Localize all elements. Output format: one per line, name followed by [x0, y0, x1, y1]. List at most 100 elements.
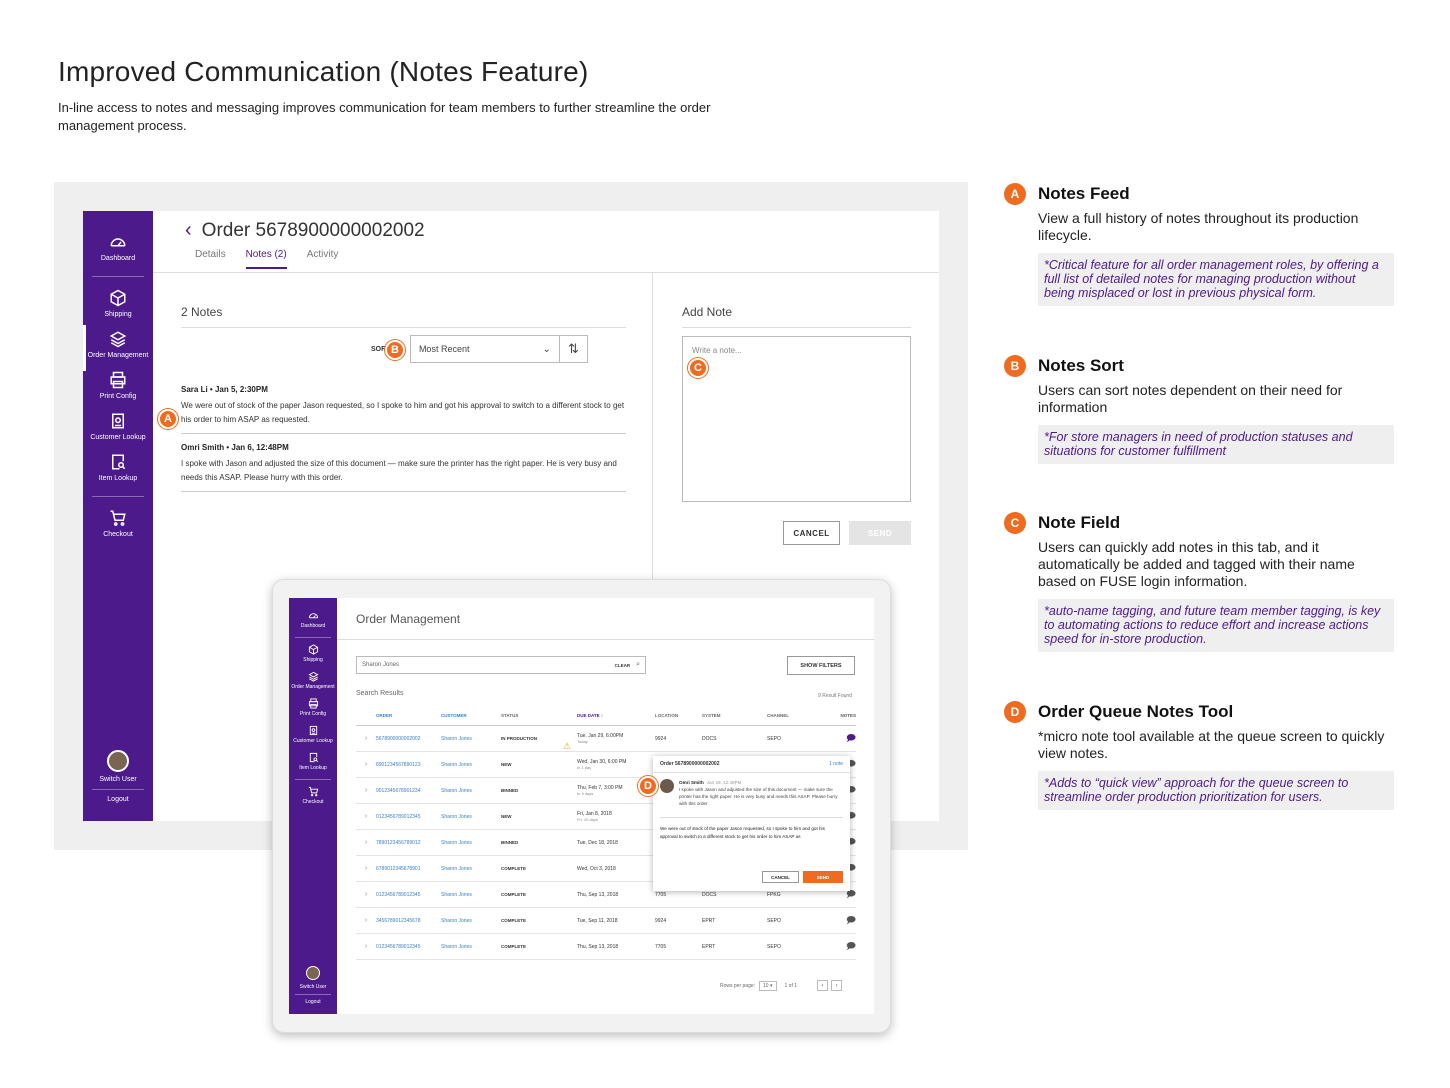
sidebar-item-shipping[interactable]: Shipping: [83, 289, 153, 319]
order-link[interactable]: 6789012345678901: [376, 865, 421, 872]
popover-title: Order 5678900000002002: [660, 761, 720, 767]
send-button[interactable]: SEND: [849, 521, 911, 545]
sidebar-item-checkout[interactable]: Checkout: [83, 509, 153, 539]
sidebar-item-print-config[interactable]: Print Config: [83, 371, 153, 401]
next-page-button[interactable]: ›: [831, 980, 843, 991]
col-system[interactable]: SYSTEM: [702, 713, 721, 718]
show-filters-button[interactable]: SHOW FILTERS: [787, 656, 855, 675]
expand-chevron-icon[interactable]: ›: [364, 735, 368, 742]
logout-link[interactable]: Logout: [305, 999, 321, 1005]
note-textarea[interactable]: Write a note...: [682, 336, 911, 502]
customer-link[interactable]: Sharon Jones: [441, 735, 472, 742]
col-notes[interactable]: NOTES: [840, 713, 856, 718]
logout-link[interactable]: Logout: [107, 796, 129, 803]
col-customer[interactable]: CUSTOMER: [441, 713, 467, 718]
expand-chevron-icon[interactable]: ›: [364, 761, 368, 768]
back-chevron-icon[interactable]: ‹: [185, 219, 192, 241]
tab-details[interactable]: Details: [195, 249, 226, 260]
annotation-badge: D: [1004, 701, 1026, 723]
sidebar-item-shipping[interactable]: Shipping: [289, 644, 337, 663]
customer-link[interactable]: Sharon Jones: [441, 813, 472, 820]
sidebar-item-print-config[interactable]: Print Config: [289, 698, 337, 717]
sidebar-item-order-management[interactable]: Order Management: [83, 330, 153, 360]
order-link[interactable]: 8901234567890123: [376, 761, 421, 768]
sidebar-item-order-management[interactable]: Order Management: [289, 671, 337, 690]
customer-link[interactable]: Sharon Jones: [441, 839, 472, 846]
popover-cancel-button[interactable]: CANCEL: [762, 871, 799, 883]
notes-icon[interactable]: 🗩: [846, 888, 856, 899]
table-row[interactable]: › 0123456789012345 Sharon Jones COMPLETE Thu…: [356, 934, 856, 960]
col-due-date[interactable]: DUE DATE ↑: [577, 713, 604, 718]
notes-icon[interactable]: 🗩: [846, 810, 856, 821]
order-link[interactable]: 5678900000002002: [376, 735, 421, 742]
expand-chevron-icon[interactable]: ›: [364, 787, 368, 794]
marker-d: D: [638, 776, 658, 796]
col-channel[interactable]: CHANNEL: [767, 713, 789, 718]
sidebar-item-item-lookup[interactable]: Item Lookup: [289, 752, 337, 771]
customer-link[interactable]: Sharon Jones: [441, 943, 472, 950]
popover-note-count[interactable]: 1 note: [829, 761, 843, 767]
expand-chevron-icon[interactable]: ›: [364, 917, 368, 924]
table-row[interactable]: › 5678900000002002 Sharon Jones IN PRODUCTI…: [356, 726, 856, 752]
order-link[interactable]: 3456789012345678: [376, 917, 421, 924]
table-row[interactable]: › 0123456789012345 Sharon Jones COMPLETE Thu…: [356, 882, 856, 908]
notes-icon[interactable]: 🗩: [846, 862, 856, 873]
customer-link[interactable]: Sharon Jones: [441, 891, 472, 898]
cancel-button[interactable]: CANCEL: [783, 521, 840, 545]
column-divider: [652, 273, 653, 821]
expand-chevron-icon[interactable]: ›: [364, 813, 368, 820]
popover-send-button[interactable]: SEND: [803, 871, 843, 883]
avatar[interactable]: [306, 966, 320, 980]
table-row[interactable]: › 8901234567890123 Sharon Jones NEW Wed, Jan…: [356, 752, 856, 778]
table-row[interactable]: › 6789012345678901 Sharon Jones COMPLETE Wed…: [356, 856, 856, 882]
tab-notes[interactable]: Notes (2): [245, 249, 287, 269]
col-order[interactable]: ORDER: [376, 713, 393, 718]
avatar[interactable]: [107, 750, 129, 772]
notes-icon[interactable]: 🗩: [846, 836, 856, 847]
order-link[interactable]: 0123456789012345: [376, 943, 421, 950]
popover-note-input[interactable]: We were out of stock of the paper Jason …: [660, 817, 843, 841]
sort-dropdown[interactable]: Most Recent ⌄: [409, 335, 560, 363]
table-row[interactable]: › 7890123456789012 Sharon Jones BINNED Tue, …: [356, 830, 856, 856]
rows-per-page-select[interactable]: 10 ▾: [759, 980, 777, 991]
prev-page-button[interactable]: ‹: [817, 980, 829, 991]
col-status[interactable]: STATUS: [501, 713, 519, 718]
notes-icon[interactable]: 🗩: [846, 732, 856, 743]
search-input[interactable]: Sharon Jones CLEAR ⌕: [356, 656, 646, 674]
expand-chevron-icon[interactable]: ›: [364, 865, 368, 872]
switch-user-label[interactable]: Switch User: [99, 776, 137, 783]
expand-chevron-icon[interactable]: ›: [364, 943, 368, 950]
annotation-note: *For store managers in need of productio…: [1038, 425, 1394, 464]
customer-link[interactable]: Sharon Jones: [441, 787, 472, 794]
table-row[interactable]: › 3456789012345678 Sharon Jones COMPLETE Tue…: [356, 908, 856, 934]
table-row[interactable]: › 0123456789012345 Sharon Jones NEW Fri, Jan…: [356, 804, 856, 830]
notes-icon[interactable]: 🗩: [846, 914, 856, 925]
sidebar-item-checkout[interactable]: Checkout: [289, 786, 337, 805]
tab-activity[interactable]: Activity: [306, 249, 339, 260]
order-link[interactable]: 0123456789012345: [376, 813, 421, 820]
sidebar-item-dashboard[interactable]: Dashboard: [83, 233, 153, 263]
notes-icon[interactable]: 🗩: [846, 940, 856, 951]
customer-link[interactable]: Sharon Jones: [441, 761, 472, 768]
table-row[interactable]: › 9012345678901234 Sharon Jones BINNED Thu, …: [356, 778, 856, 804]
status-badge: NEW: [501, 762, 512, 767]
sidebar-item-customer-lookup[interactable]: Customer Lookup: [83, 412, 153, 442]
expand-chevron-icon[interactable]: ›: [364, 891, 368, 898]
channel: SEPO: [767, 735, 781, 742]
order-link[interactable]: 7890123456789012: [376, 839, 421, 846]
sidebar-item-dashboard[interactable]: Dashboard: [289, 610, 337, 629]
clear-button[interactable]: CLEAR: [614, 662, 631, 668]
search-icon[interactable]: ⌕: [636, 661, 640, 668]
notes-icon[interactable]: 🗩: [846, 758, 856, 769]
customer-link[interactable]: Sharon Jones: [441, 865, 472, 872]
sidebar-item-item-lookup[interactable]: Item Lookup: [83, 453, 153, 483]
sort-direction-button[interactable]: ⇅: [559, 335, 588, 363]
expand-chevron-icon[interactable]: ›: [364, 839, 368, 846]
switch-user-label[interactable]: Switch User: [299, 984, 327, 990]
customer-link[interactable]: Sharon Jones: [441, 917, 472, 924]
order-link[interactable]: 0123456789012345: [376, 891, 421, 898]
notes-icon[interactable]: 🗩: [846, 784, 856, 795]
order-link[interactable]: 9012345678901234: [376, 787, 421, 794]
sidebar-item-customer-lookup[interactable]: Customer Lookup: [289, 725, 337, 744]
col-location[interactable]: LOCATION: [655, 713, 679, 718]
